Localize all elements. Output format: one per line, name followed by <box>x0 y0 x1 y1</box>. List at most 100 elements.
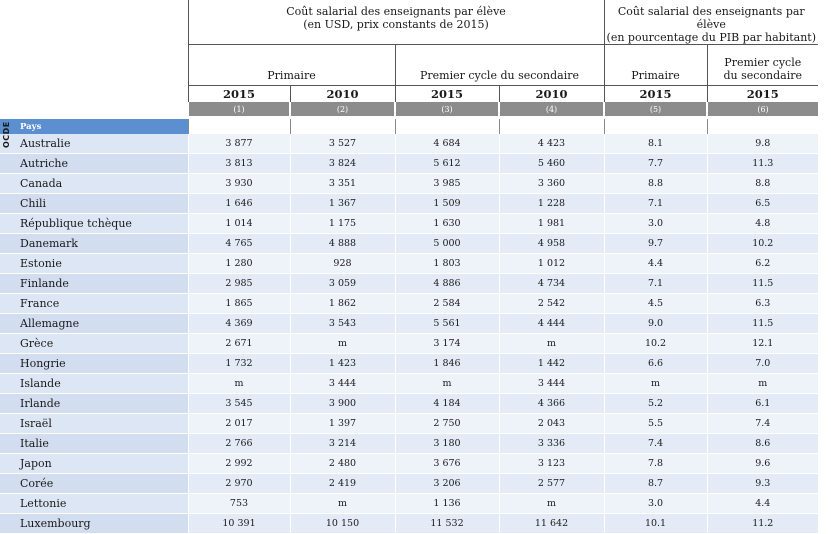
value-cell: 2 970 <box>187 473 290 494</box>
value-cell: 8.8 <box>603 173 708 194</box>
value-cell: 1 228 <box>498 193 605 214</box>
country-name: Japon <box>0 453 188 474</box>
value-cell: 928 <box>289 253 395 274</box>
value-cell: 4 184 <box>394 393 499 414</box>
table-row: Finlande 2 985 3 059 4 886 4 734 7.1 11.5 <box>0 273 819 294</box>
column-number: (6) <box>706 102 819 116</box>
value-cell: 1 175 <box>289 213 395 234</box>
value-cell: 3 123 <box>498 453 605 474</box>
column-number: (5) <box>603 102 708 116</box>
country-name: Canada <box>0 173 188 194</box>
value-cell: 1 014 <box>187 213 290 234</box>
country-name: Danemark <box>0 233 188 254</box>
value-cell: 4.4 <box>706 493 819 514</box>
value-cell: m <box>498 333 605 354</box>
corner-cell-2 <box>0 45 188 86</box>
group-header-usd: Coût salarial des enseignants par élève … <box>187 0 605 45</box>
value-cell: 10.1 <box>603 513 708 534</box>
value-cell: 3 174 <box>394 333 499 354</box>
group-header-pib: Coût salarial des enseignants par élève … <box>603 0 819 45</box>
value-cell: 4 444 <box>498 313 605 334</box>
value-cell: 2 671 <box>187 333 290 354</box>
value-cell: 1 012 <box>498 253 605 274</box>
value-cell: 2 043 <box>498 413 605 434</box>
value-cell: 9.8 <box>706 134 819 154</box>
year-header: 2010 <box>498 85 605 102</box>
table-row: Japon 2 992 2 480 3 676 3 123 7.8 9.6 <box>0 453 819 474</box>
value-cell: 3 877 <box>187 134 290 154</box>
value-cell: m <box>498 493 605 514</box>
table-row: Luxembourg 10 391 10 150 11 532 11 642 10.1 11… <box>0 513 819 534</box>
country-name: France <box>0 293 188 314</box>
value-cell: 1 509 <box>394 193 499 214</box>
table-row: Autriche 3 813 3 824 5 612 5 460 7.7 11.3 <box>0 153 819 174</box>
table-row: Grèce 2 671 m 3 174 m 10.2 12.1 <box>0 333 819 354</box>
value-cell: 7.8 <box>603 453 708 474</box>
value-cell: 4 886 <box>394 273 499 294</box>
value-cell: 1 803 <box>394 253 499 274</box>
corner-cell-4 <box>0 102 188 116</box>
value-cell: 8.1 <box>603 134 708 154</box>
value-cell: 2 419 <box>289 473 395 494</box>
value-cell: 6.3 <box>706 293 819 314</box>
group-title-usd: Coût salarial des enseignants par élève <box>286 5 506 18</box>
value-cell: 1 865 <box>187 293 290 314</box>
value-cell: 11 642 <box>498 513 605 534</box>
column-number: (3) <box>394 102 499 116</box>
value-cell: 4 734 <box>498 273 605 294</box>
subheader-secondaire: Premier cycle du secondaire <box>394 44 605 86</box>
country-name: Grèce <box>0 333 188 354</box>
empty-cell <box>706 119 819 134</box>
value-cell: 4.5 <box>603 293 708 314</box>
value-cell: 8.7 <box>603 473 708 494</box>
value-cell: 3 444 <box>289 373 395 394</box>
table-row: Danemark 4 765 4 888 5 000 4 958 9.7 10.2 <box>0 233 819 254</box>
value-cell: 3 824 <box>289 153 395 174</box>
table-row: Canada 3 930 3 351 3 985 3 360 8.8 8.8 <box>0 173 819 194</box>
year-header: 2010 <box>289 85 395 102</box>
table-row: Estonie 1 280 928 1 803 1 012 4.4 6.2 <box>0 253 819 274</box>
value-cell: 5 612 <box>394 153 499 174</box>
value-cell: 2 542 <box>498 293 605 314</box>
value-cell: 3 360 <box>498 173 605 194</box>
empty-cell <box>394 119 499 134</box>
value-cell: 6.2 <box>706 253 819 274</box>
subheader-primaire: Primaire <box>187 44 395 86</box>
value-cell: 1 367 <box>289 193 395 214</box>
corner-cell-3 <box>0 86 188 103</box>
value-cell: 12.1 <box>706 333 819 354</box>
value-cell: 3 900 <box>289 393 395 414</box>
value-cell: 9.0 <box>603 313 708 334</box>
value-cell: 9.3 <box>706 473 819 494</box>
value-cell: 3 336 <box>498 433 605 454</box>
value-cell: 10 391 <box>187 513 290 534</box>
value-cell: 3 351 <box>289 173 395 194</box>
value-cell: 11.5 <box>706 273 819 294</box>
value-cell: 1 646 <box>187 193 290 214</box>
country-name: Lettonie <box>0 493 188 514</box>
value-cell: 6.5 <box>706 193 819 214</box>
value-cell: 3 059 <box>289 273 395 294</box>
value-cell: 10 150 <box>289 513 395 534</box>
table-row: Irlande 3 545 3 900 4 184 4 366 5.2 6.1 <box>0 393 819 414</box>
table-row: Israël 2 017 1 397 2 750 2 043 5.5 7.4 <box>0 413 819 434</box>
value-cell: 2 766 <box>187 433 290 454</box>
value-cell: m <box>394 373 499 394</box>
table-row: France 1 865 1 862 2 584 2 542 4.5 6.3 <box>0 293 819 314</box>
value-cell: 11.5 <box>706 313 819 334</box>
value-cell: 9.7 <box>603 233 708 254</box>
value-cell: 6.1 <box>706 393 819 414</box>
value-cell: 4 423 <box>498 134 605 154</box>
country-name: Israël <box>0 413 188 434</box>
empty-cell <box>498 119 605 134</box>
country-name: Irlande <box>0 393 188 414</box>
group-title-pib: Coût salarial des enseignants par élève <box>617 5 805 31</box>
value-cell: 7.0 <box>706 353 819 374</box>
value-cell: 7.1 <box>603 273 708 294</box>
value-cell: 3 214 <box>289 433 395 454</box>
table-row: Islande m 3 444 m 3 444 m m <box>0 373 819 394</box>
value-cell: 3 527 <box>289 134 395 154</box>
subheader-secondaire-pib: Premier cycle du secondaire <box>706 44 819 86</box>
table-row: Australie 3 877 3 527 4 684 4 423 8.1 9.8 <box>0 134 819 154</box>
